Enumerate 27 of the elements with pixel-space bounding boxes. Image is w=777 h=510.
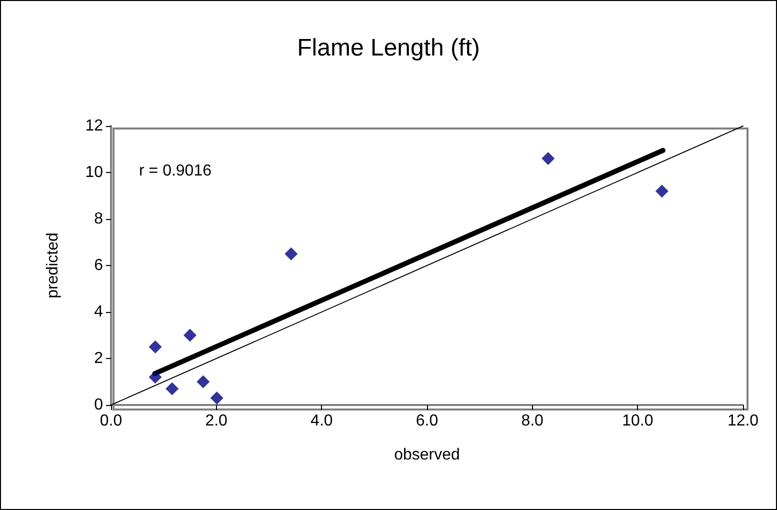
x-tick-label: 6.0: [416, 412, 438, 430]
y-tick-label: 0: [94, 396, 104, 414]
x-axis-title: observed: [394, 446, 460, 464]
x-tick-label: 12.0: [727, 412, 759, 430]
x-tick-label: 10.0: [622, 412, 654, 430]
point: [210, 392, 224, 405]
chart-title: Flame Length (ft): [297, 34, 480, 62]
point: [196, 375, 210, 388]
point: [184, 328, 196, 342]
point: [542, 152, 555, 166]
point: [148, 340, 162, 354]
y-tick-label: 10: [85, 164, 104, 181]
x-tick-label: 8.0: [521, 412, 544, 430]
point: [148, 370, 162, 384]
x-tick-label: 0.0: [100, 412, 122, 430]
y-tick-label: 4: [94, 304, 104, 320]
point: [284, 247, 298, 260]
point: [166, 382, 179, 396]
y-tick-label: 8: [94, 210, 104, 228]
y-tick-label: 2: [94, 350, 104, 367]
point: [655, 184, 668, 198]
y-tick-label: 6: [94, 257, 104, 274]
x-tick-label: 2.0: [205, 412, 228, 430]
annotation: r = 0.9016: [139, 162, 212, 180]
y-axis-title: predicted: [44, 232, 62, 298]
x-tick-label: 4.0: [310, 412, 333, 430]
y-tick-label: 12: [85, 118, 104, 134]
